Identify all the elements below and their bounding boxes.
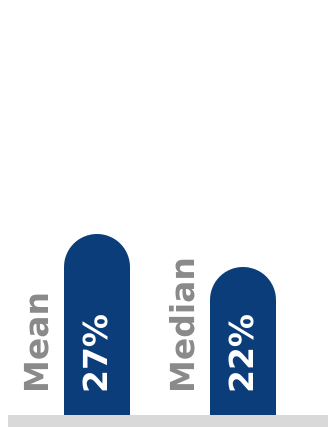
bar-median [210, 267, 276, 415]
category-label-median: Median [163, 257, 202, 393]
chart-baseline [8, 415, 328, 427]
value-label-mean: 27% [76, 314, 115, 393]
bar-mean [64, 233, 130, 415]
value-label-median: 22% [222, 314, 261, 393]
category-label-mean: Mean [17, 292, 56, 393]
